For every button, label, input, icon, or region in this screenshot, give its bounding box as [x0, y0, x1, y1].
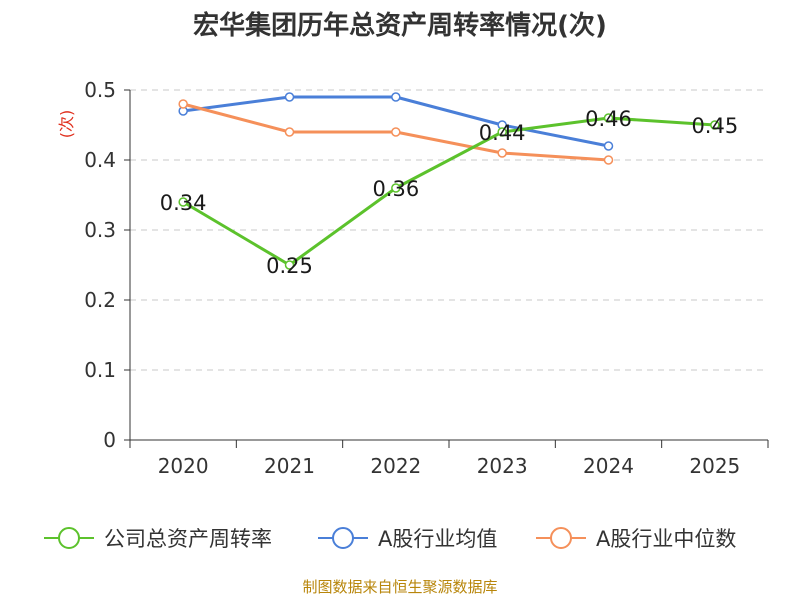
- x-tick-label: 2021: [264, 454, 315, 478]
- source-note: 制图数据来自恒生聚源数据库: [302, 578, 497, 596]
- legend-label: 公司总资产周转率: [104, 527, 272, 551]
- data-label: 0.45: [691, 114, 738, 138]
- grid-lines: [130, 89, 768, 371]
- legend-marker: [550, 527, 572, 549]
- data-point: [284, 127, 295, 137]
- axes: 0 0.1 0.2 0.3 0.4 0.5 2020 2021 2022 2023 2024 2025: [84, 78, 769, 478]
- x-tick-label: 2023: [477, 454, 528, 478]
- x-tick-label: 2024: [583, 454, 634, 478]
- data-point: [603, 113, 614, 123]
- data-point: [497, 148, 507, 158]
- series-lines: [178, 92, 720, 270]
- data-label: 0.34: [160, 191, 207, 215]
- data-label: 0.25: [266, 254, 313, 278]
- data-point: [178, 197, 188, 207]
- x-tick-label: 2025: [689, 454, 740, 478]
- legend-marker: [332, 527, 354, 549]
- y-tick-label: 0: [103, 428, 116, 452]
- data-label: 0.36: [372, 177, 419, 201]
- data-label: 0.46: [585, 107, 632, 131]
- data-point: [603, 155, 614, 165]
- data-point: [710, 120, 720, 130]
- y-tick-label: 0.3: [84, 218, 116, 242]
- data-point: [178, 99, 188, 109]
- data-point: [391, 183, 401, 193]
- x-tick-label: 2020: [158, 454, 209, 478]
- legend: 公司总资产周转率 A股行业均值 A股行业中位数: [44, 527, 736, 551]
- legend-marker: [58, 527, 80, 549]
- y-tick-label: 0.2: [84, 288, 116, 312]
- data-point: [284, 92, 295, 102]
- data-point: [603, 141, 614, 151]
- data-label: 0.44: [479, 121, 526, 145]
- y-tick-label: 0.1: [84, 358, 116, 382]
- y-tick-label: 0.4: [84, 148, 116, 172]
- legend-label: A股行业中位数: [596, 527, 736, 551]
- series-line: [182, 116, 715, 267]
- chart-title: 宏华集团历年总资产周转率情况(次): [193, 10, 607, 41]
- legend-label: A股行业均值: [378, 527, 497, 551]
- data-point: [391, 127, 401, 137]
- data-point: [497, 127, 507, 137]
- data-point: [284, 260, 295, 270]
- y-axis-label: (次): [57, 110, 76, 139]
- data-point: [391, 92, 401, 102]
- x-tick-label: 2022: [370, 454, 421, 478]
- y-tick-label: 0.5: [84, 78, 116, 102]
- data-labels: 0.34 0.25 0.36 0.44 0.46 0.45: [160, 107, 738, 278]
